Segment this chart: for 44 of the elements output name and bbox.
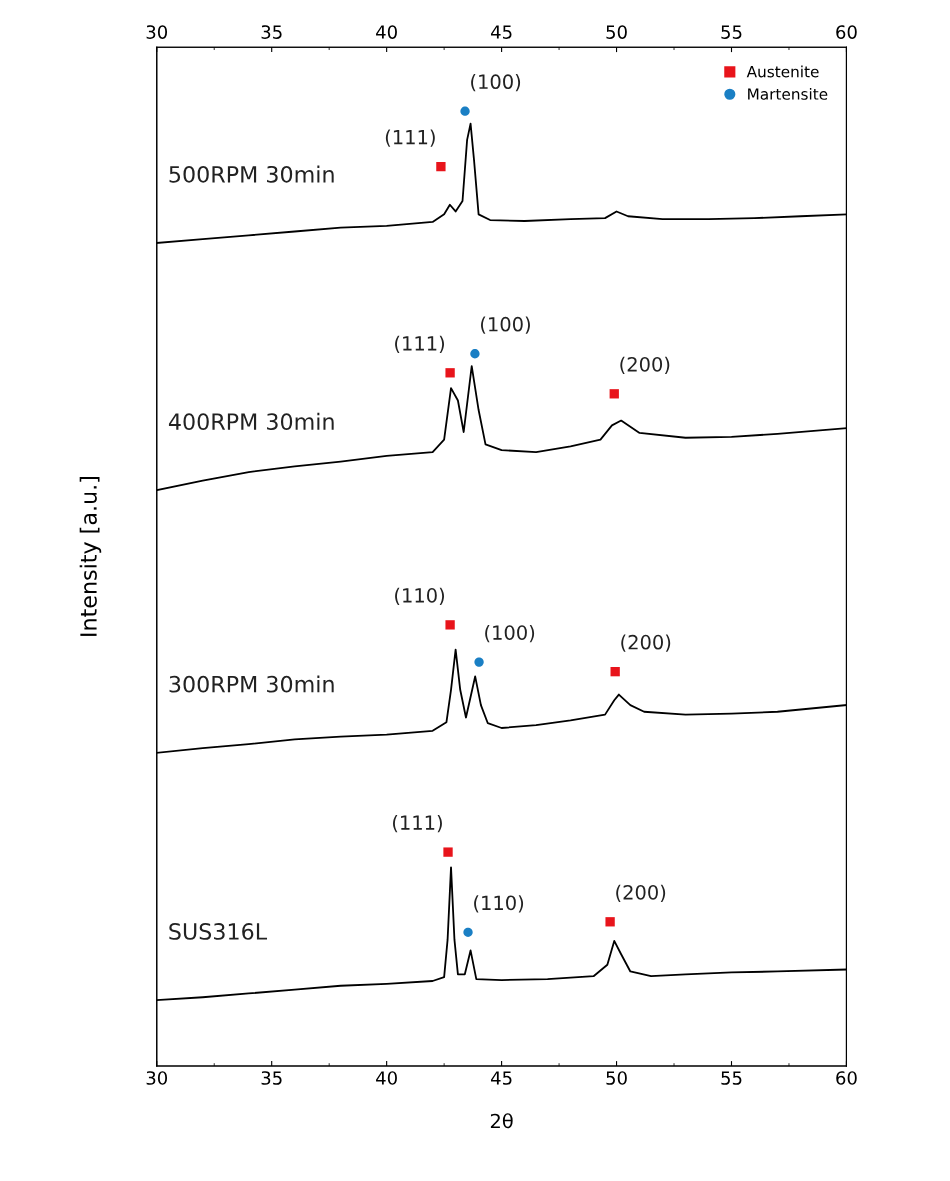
point: [445, 368, 455, 378]
x-tick-label: 55: [721, 1071, 742, 1085]
x-tick-label: 45: [491, 1071, 512, 1085]
legend-label: Austenite: [746, 65, 819, 78]
x2-tick-label: 50: [606, 25, 627, 39]
annotation: (200): [621, 634, 671, 652]
x-tick-label: 60: [836, 1071, 857, 1085]
x2-tick-label: 45: [491, 25, 512, 39]
point: [443, 847, 453, 857]
series-label: 300RPM 30min: [169, 675, 334, 693]
series-label: 400RPM 30min: [168, 412, 334, 431]
annotation: (200): [620, 356, 670, 374]
x-tick-label: 50: [606, 1071, 627, 1085]
x-tick-label: 40: [376, 1071, 397, 1085]
x2-tick-label: 35: [261, 25, 282, 39]
annotation: (100): [471, 74, 521, 92]
point: [463, 927, 473, 937]
legend-label: Martensite: [748, 88, 828, 100]
point: [460, 106, 470, 116]
x-tick-label: 30: [146, 1071, 168, 1085]
point: [605, 917, 615, 927]
annotation: (100): [485, 624, 535, 643]
x-tick-label: 35: [261, 1071, 282, 1085]
text: 500RPM 30min: [169, 165, 334, 183]
annotation: (100): [481, 316, 530, 334]
point: [445, 620, 455, 630]
x-axis-title: 2θ: [490, 1113, 513, 1129]
text: SUS316L: [169, 923, 268, 940]
point: [470, 349, 480, 359]
point: [436, 161, 446, 172]
annotation: (111): [393, 814, 442, 833]
annotation: (111): [395, 335, 445, 353]
point: [609, 389, 619, 399]
point: [474, 657, 484, 667]
x2-tick-label: 30: [146, 25, 168, 39]
y-axis-title: Intensity [a.u.]: [79, 477, 102, 636]
annotation: (111): [385, 129, 435, 147]
annotation: (110): [395, 587, 445, 606]
x2-tick-label: 55: [721, 25, 742, 39]
annotation: (200): [616, 884, 666, 902]
annotation: (110): [474, 895, 524, 913]
x2-tick-label: 40: [376, 25, 397, 39]
point: [610, 667, 620, 677]
x2-tick-label: 60: [836, 25, 857, 39]
